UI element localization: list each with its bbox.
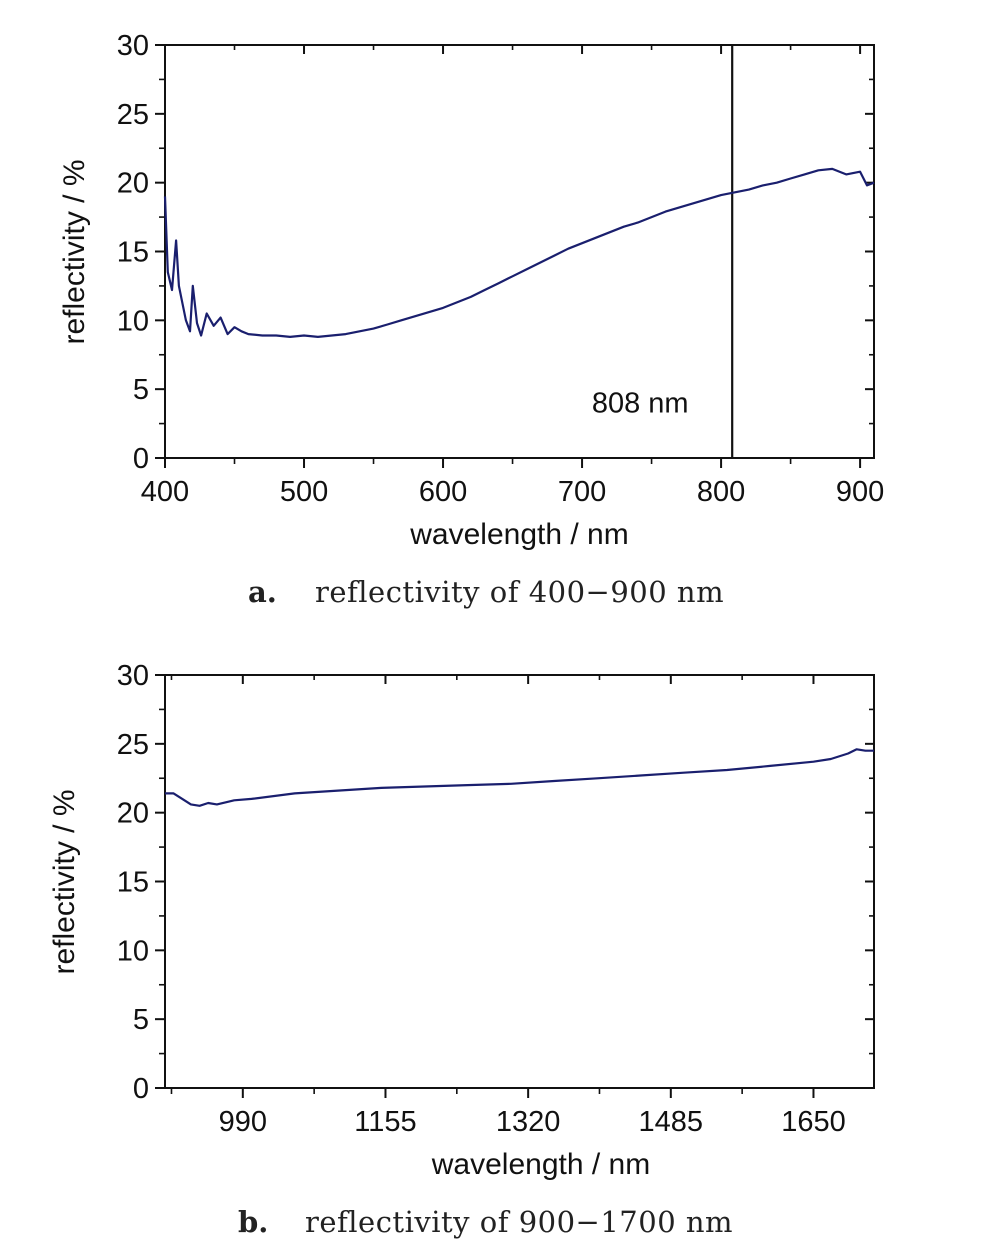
chart-b-x-tick-label: 1650 (781, 1106, 846, 1138)
chart-b-x-axis-title: wavelength / nm (431, 1148, 650, 1181)
chart-b-y-tick-label: 0 (133, 1073, 149, 1105)
chart-b-y-tick-label: 20 (117, 798, 149, 830)
chart-a-x-tick-label: 400 (141, 476, 189, 508)
chart-b-y-tick-label: 5 (133, 1004, 149, 1036)
chart-b-y-tick-label: 15 (117, 867, 149, 899)
chart-b-y-tick-label: 25 (117, 729, 149, 761)
chart-a-808nm-annotation: 808 nm (592, 388, 689, 420)
chart-a-y-tick-label: 30 (117, 30, 149, 62)
chart-b-x-tick-label: 1485 (639, 1106, 704, 1138)
chart-b-x-tick-label: 1155 (354, 1106, 416, 1138)
chart-a-x-tick-label: 700 (558, 476, 606, 508)
chart-a-x-tick-label: 800 (697, 476, 745, 508)
chart-a-y-tick-label: 10 (117, 305, 149, 337)
chart-a-x-tick-label: 500 (280, 476, 328, 508)
chart-a-frame (164, 44, 875, 459)
chart-b-y-axis-title: reflectivity / % (48, 789, 81, 974)
chart-a-y-axis-title: reflectivity / % (58, 159, 91, 344)
chart-b-y-tick-label: 10 (117, 935, 149, 967)
chart-a-caption-text: reflectivity of 400−900 nm (315, 575, 724, 609)
chart-a-y-tick-label: 15 (117, 237, 149, 269)
chart-b-y-tick-label: 30 (117, 660, 149, 692)
chart-a-y-tick-label: 25 (117, 99, 149, 131)
chart-b-tick-labels: 0 5 10 15 20 25 30 990 1155 1320 1485 1650 (117, 660, 846, 1138)
chart-a-y-tick-label: 20 (117, 168, 149, 200)
chart-b: 0 5 10 15 20 25 30 990 1155 1320 1485 1650 waveleng… (48, 660, 875, 1239)
chart-a-y-tick-label: 0 (133, 443, 149, 475)
chart-a-x-axis-title: wavelength / nm (409, 518, 628, 551)
chart-a-y-tick-label: 5 (133, 374, 149, 406)
chart-b-frame (164, 674, 875, 1089)
chart-b-reflectivity-series (165, 748, 874, 807)
chart-b-caption-text: reflectivity of 900−1700 nm (305, 1205, 733, 1239)
chart-a-x-tick-label: 900 (836, 476, 884, 508)
chart-a-caption-letter: a. (248, 575, 277, 609)
chart-b-x-tick-label: 990 (219, 1106, 267, 1138)
chart-b-caption-letter: b. (238, 1205, 268, 1239)
chart-a-ticks (155, 44, 874, 468)
chart-a-x-tick-label: 600 (419, 476, 467, 508)
chart-a-tick-labels: 0 5 10 15 20 25 30 400 500 600 700 800 900 (117, 30, 885, 508)
chart-a-reflectivity-series (163, 167, 875, 338)
chart-b-x-tick-label: 1320 (496, 1106, 561, 1138)
chart-a: 0 5 10 15 20 25 30 400 500 600 700 800 900 808 nm wa… (58, 30, 884, 609)
chart-b-ticks (155, 674, 874, 1098)
